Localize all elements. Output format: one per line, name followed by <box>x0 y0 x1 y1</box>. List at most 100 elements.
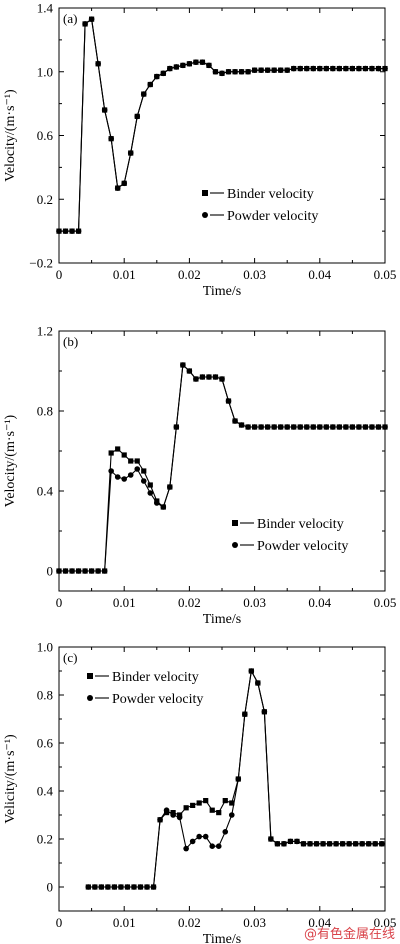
binder-point <box>69 228 75 234</box>
binder-point <box>193 59 199 65</box>
binder-point <box>118 884 124 890</box>
binder-point <box>219 70 225 76</box>
legend-label: Powder velocity <box>257 539 348 554</box>
y-tick-label: 0.4 <box>37 484 54 499</box>
powder-point <box>228 812 235 818</box>
binder-point <box>323 65 329 72</box>
binder-point <box>382 65 388 72</box>
binder-point <box>121 452 127 458</box>
watermark-text: @有色金属在线 <box>304 926 395 942</box>
powder-point <box>140 478 147 484</box>
binder-point <box>238 422 245 428</box>
binder-point <box>157 817 163 823</box>
binder-point <box>82 568 88 574</box>
powder-point <box>189 838 196 845</box>
series-line-binder <box>88 669 382 888</box>
binder-point <box>225 69 232 75</box>
binder-point <box>343 424 349 430</box>
powder-point <box>183 845 189 852</box>
chart-panel-1: 0 0.01 0.02 0.03 0.04 0.05 0 0.4 0.8 1.2 Time/s Vel… <box>3 324 396 628</box>
legend-label: Powder velocity <box>112 692 203 707</box>
legend-marker-square <box>202 190 208 196</box>
binder-point <box>291 65 297 72</box>
binder-point <box>150 884 157 890</box>
x-tick-label: 0.03 <box>243 267 266 282</box>
legend: Binder velocity Powder velocity <box>87 670 203 707</box>
binder-point <box>115 446 121 452</box>
binder-point <box>278 67 284 73</box>
binder-point <box>252 424 258 430</box>
binder-point <box>297 424 303 430</box>
binder-point <box>278 424 284 430</box>
binder-point <box>170 810 176 816</box>
y-tick-label: 1.0 <box>37 640 53 655</box>
x-tick-label: 0.03 <box>243 915 266 930</box>
x-axis-label: Time/s <box>203 612 241 627</box>
binder-point <box>281 841 287 847</box>
binder-point <box>167 484 173 490</box>
binder-point <box>75 568 82 574</box>
x-tick-label: 0.05 <box>374 915 397 930</box>
binder-point <box>245 69 251 75</box>
binder-point <box>212 69 219 75</box>
binder-point <box>111 884 118 890</box>
binder-point <box>209 807 215 813</box>
x-axis-label: Time/s <box>203 284 241 299</box>
binder-point <box>219 376 225 382</box>
binder-point <box>235 776 241 782</box>
legend: Binder velocity Powder velocity <box>202 187 318 224</box>
legend-label: Powder velocity <box>227 209 318 224</box>
legend-marker-circle <box>87 695 93 701</box>
y-axis-label: Velocity/(m·s⁻¹) <box>3 89 18 182</box>
binder-point <box>242 711 248 717</box>
binder-point <box>222 798 228 804</box>
binder-point <box>333 841 339 847</box>
binder-point <box>186 368 192 374</box>
binder-point <box>356 424 362 430</box>
legend-marker-circle <box>232 542 238 548</box>
binder-point <box>366 841 372 847</box>
binder-point <box>307 841 313 847</box>
binder-point <box>199 59 206 65</box>
binder-point <box>108 450 114 456</box>
binder-point <box>258 424 264 430</box>
binder-point <box>193 376 199 382</box>
binder-point <box>274 841 281 847</box>
binder-point <box>304 65 310 72</box>
binder-point <box>124 884 131 890</box>
panel-label: (b) <box>63 334 78 349</box>
y-tick-label: 0.2 <box>37 832 53 847</box>
binder-point <box>362 65 369 72</box>
binder-point <box>330 65 336 72</box>
binder-point <box>313 841 320 847</box>
binder-point <box>98 884 104 890</box>
x-tick-label: 0 <box>56 915 63 930</box>
binder-point <box>238 69 245 75</box>
binder-point <box>369 65 375 72</box>
binder-point <box>144 884 150 890</box>
binder-point <box>258 67 264 73</box>
binder-point <box>105 884 111 890</box>
y-tick-label: 0 <box>47 880 54 895</box>
binder-point <box>131 884 137 890</box>
binder-point <box>85 884 91 890</box>
x-tick-label: 0.02 <box>178 595 201 610</box>
binder-point <box>206 374 212 380</box>
binder-point <box>134 113 140 119</box>
x-tick-label: 0.04 <box>308 595 331 610</box>
powder-point <box>196 833 202 840</box>
binder-point <box>206 62 212 68</box>
legend-label: Binder velocity <box>257 517 344 532</box>
binder-point <box>141 468 147 474</box>
binder-point <box>369 424 375 430</box>
y-axis-label: Velocity/(m·s⁻¹) <box>3 414 18 507</box>
binder-point <box>147 81 153 88</box>
binder-point <box>102 568 108 574</box>
y-tick-label: 0.2 <box>37 192 53 207</box>
series-line-binder <box>59 18 385 232</box>
binder-point <box>379 841 385 847</box>
binder-point <box>265 424 271 430</box>
legend-marker-square <box>87 673 93 679</box>
binder-point <box>353 841 359 847</box>
